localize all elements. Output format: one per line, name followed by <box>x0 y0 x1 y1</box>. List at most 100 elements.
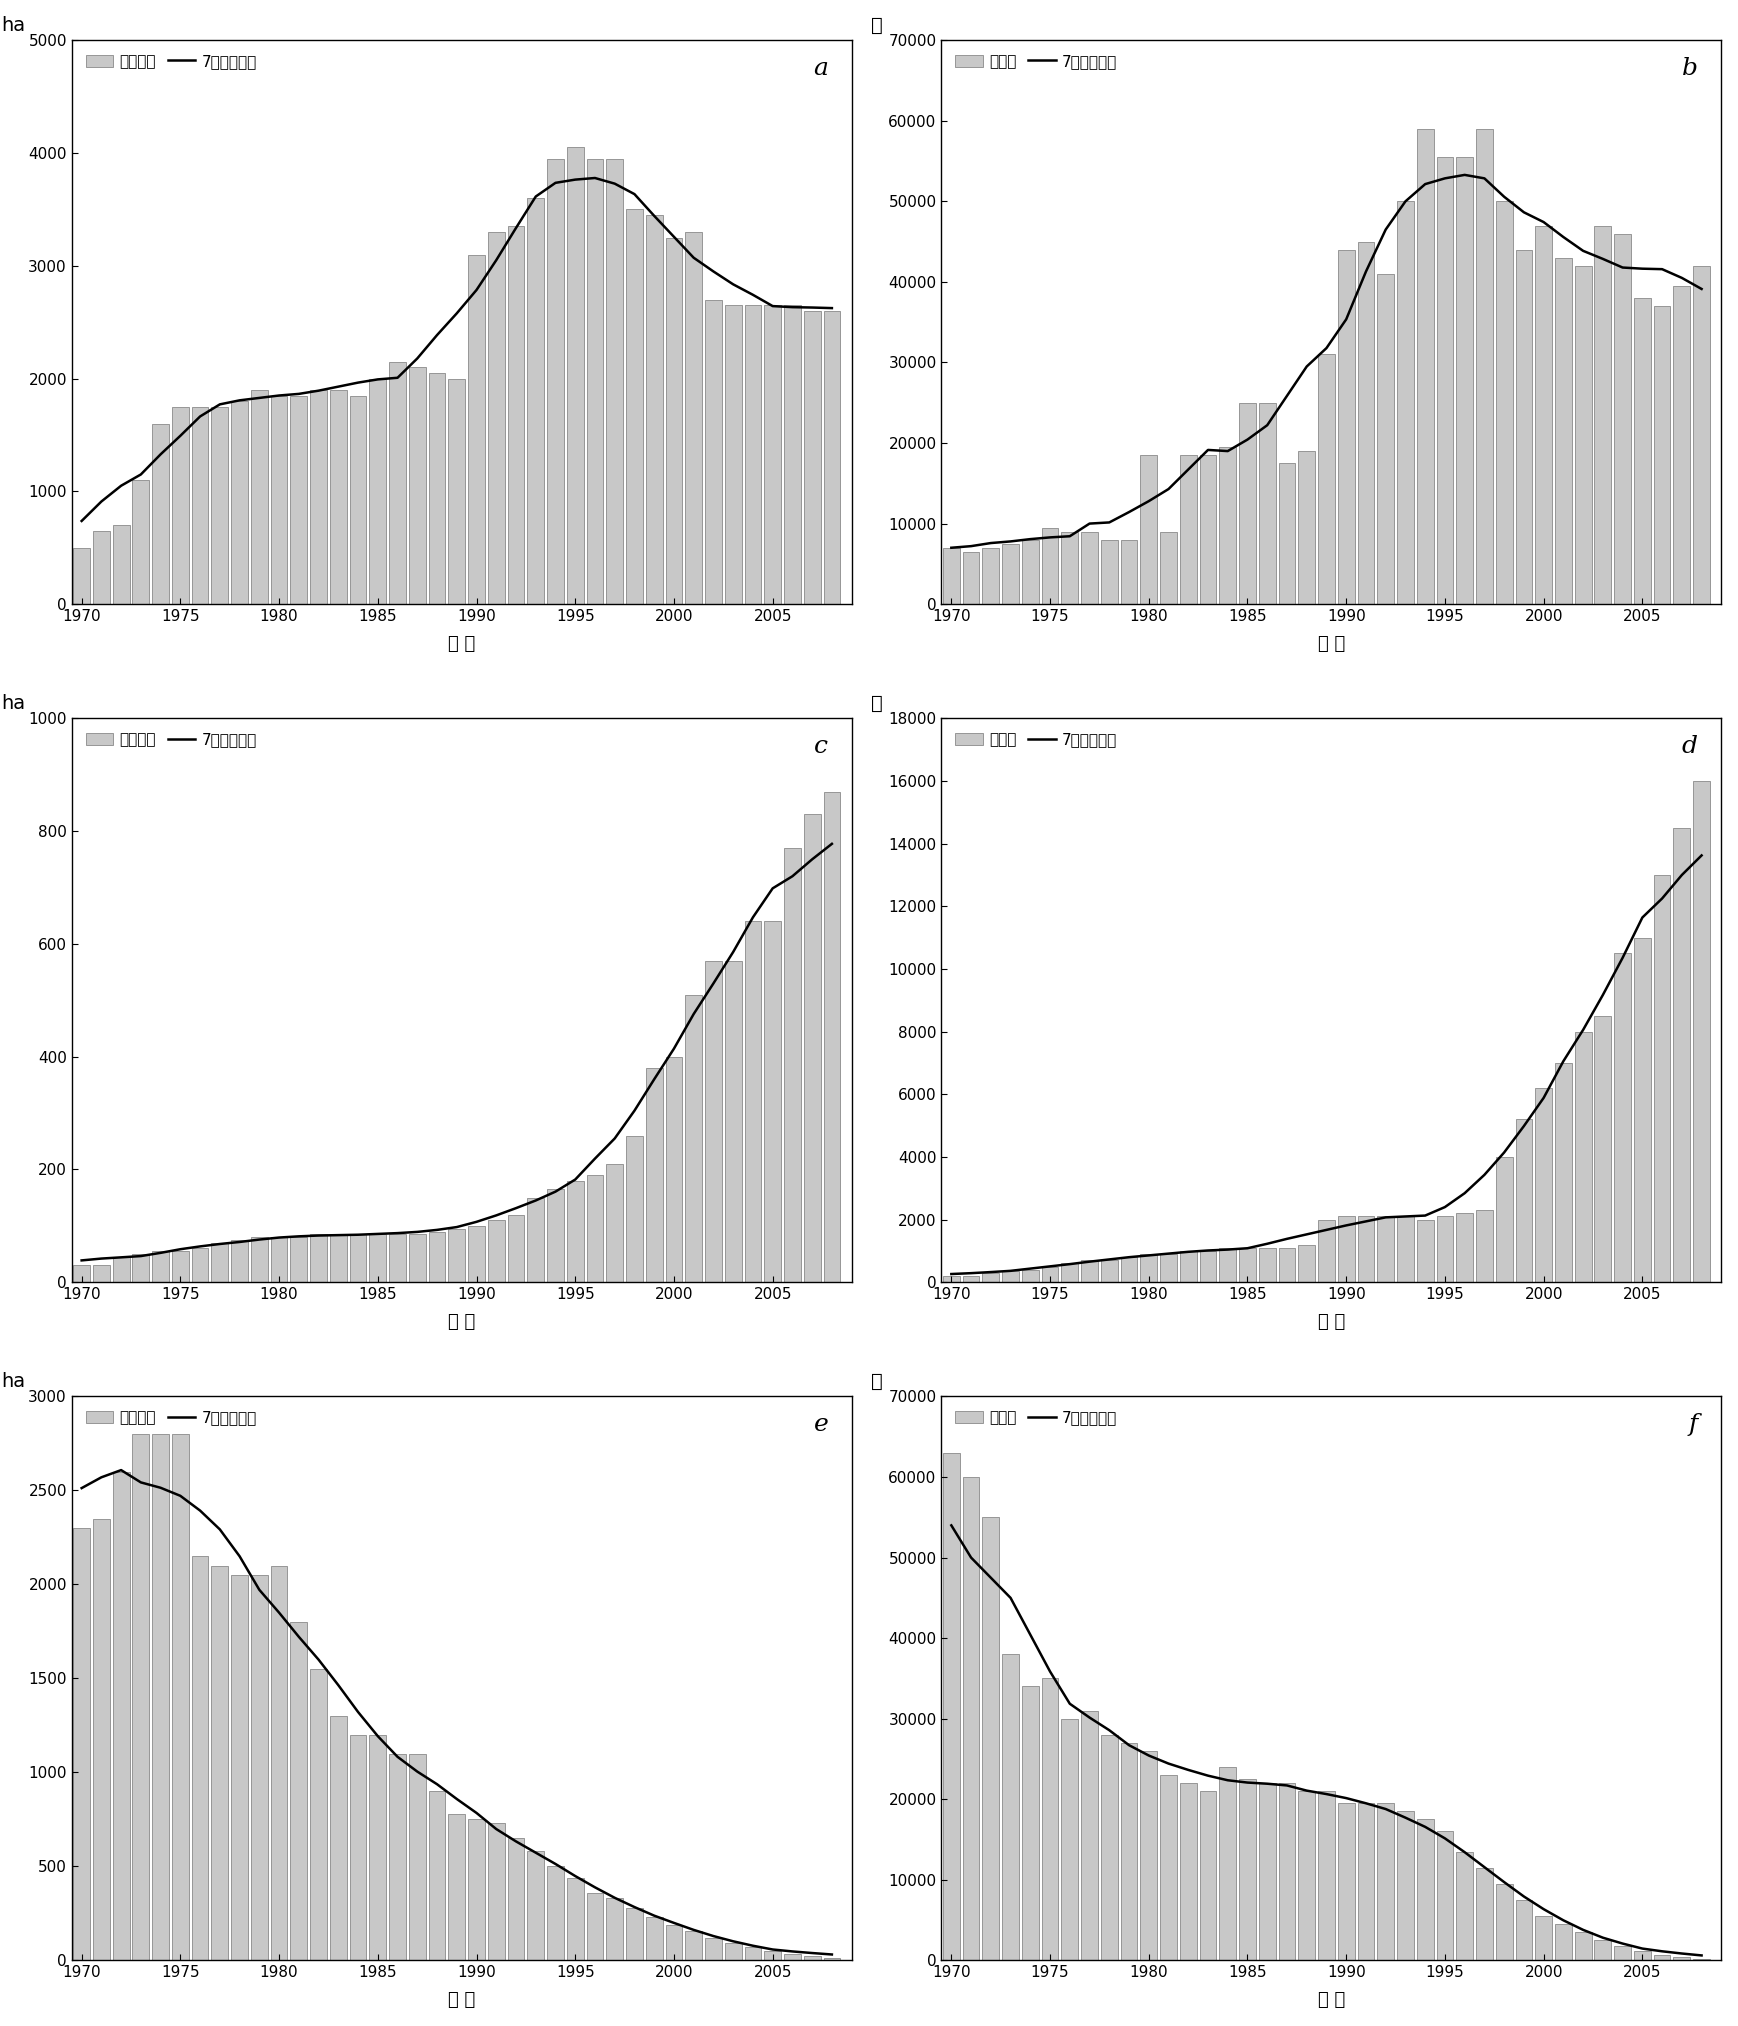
Bar <box>607 1898 624 1961</box>
Bar <box>1594 1941 1611 1961</box>
Bar <box>370 1734 386 1961</box>
Bar <box>389 1234 407 1282</box>
Bar <box>982 547 999 604</box>
Bar <box>626 1908 643 1961</box>
Bar <box>1041 527 1058 604</box>
Bar <box>1674 286 1691 604</box>
Legend: 재배면적, 7년이동평균: 재배면적, 7년이동평균 <box>80 49 262 75</box>
Bar <box>1317 1220 1335 1282</box>
Bar <box>271 1566 287 1961</box>
Bar <box>1476 130 1493 604</box>
Bar <box>429 1232 445 1282</box>
Bar <box>1140 1750 1158 1961</box>
Bar <box>309 1669 327 1961</box>
Bar <box>1180 1250 1197 1282</box>
Bar <box>1258 403 1276 604</box>
Bar <box>1655 875 1670 1282</box>
Bar <box>290 395 308 604</box>
Bar <box>1556 1064 1571 1282</box>
Bar <box>1575 1031 1592 1282</box>
Bar <box>389 1755 407 1961</box>
Text: ha: ha <box>2 16 26 34</box>
Bar <box>1081 531 1098 604</box>
Bar <box>1100 1260 1118 1282</box>
Bar <box>1357 1803 1375 1961</box>
Bar <box>250 1238 268 1282</box>
Bar <box>73 547 90 604</box>
Bar <box>706 1937 721 1961</box>
Bar <box>1239 403 1257 604</box>
Text: b: b <box>1682 57 1698 81</box>
Bar <box>1476 1868 1493 1961</box>
Bar <box>1338 1803 1354 1961</box>
X-axis label: 연 도: 연 도 <box>448 1992 474 2010</box>
X-axis label: 연 도: 연 도 <box>448 1313 474 1331</box>
Bar <box>1161 1775 1177 1961</box>
Bar <box>408 1234 426 1282</box>
Bar <box>1416 130 1434 604</box>
Text: e: e <box>813 1414 829 1436</box>
Bar <box>1397 1811 1413 1961</box>
Bar <box>725 1943 742 1961</box>
Bar <box>765 1951 780 1961</box>
Bar <box>1180 456 1197 604</box>
X-axis label: 연 도: 연 도 <box>448 634 474 652</box>
Bar <box>1535 1917 1552 1961</box>
Bar <box>448 1813 466 1961</box>
Bar <box>803 310 820 604</box>
Bar <box>1258 1248 1276 1282</box>
Bar <box>1655 306 1670 604</box>
Bar <box>1516 1118 1533 1282</box>
Bar <box>1298 1244 1316 1282</box>
Bar <box>1180 1783 1197 1961</box>
Bar <box>1397 201 1413 604</box>
Bar <box>1376 274 1394 604</box>
Bar <box>212 1242 228 1282</box>
Bar <box>626 1137 643 1282</box>
Bar <box>1100 539 1118 604</box>
Bar <box>1693 265 1710 604</box>
Bar <box>1062 531 1078 604</box>
Bar <box>784 849 801 1282</box>
Bar <box>963 1477 980 1961</box>
Bar <box>1022 1686 1039 1961</box>
Bar <box>429 373 445 604</box>
Bar <box>1496 1157 1512 1282</box>
Bar <box>1575 265 1592 604</box>
Bar <box>1496 201 1512 604</box>
Bar <box>706 300 721 604</box>
Bar <box>685 1931 702 1961</box>
Bar <box>94 1266 109 1282</box>
Bar <box>587 158 603 604</box>
Bar <box>448 1228 466 1282</box>
Text: 톤: 톤 <box>871 693 883 713</box>
Bar <box>94 531 109 604</box>
Bar <box>1456 158 1474 604</box>
Bar <box>349 1734 367 1961</box>
X-axis label: 연 도: 연 도 <box>1317 1992 1345 2010</box>
Bar <box>1456 1852 1474 1961</box>
Bar <box>567 148 584 604</box>
Bar <box>1239 1779 1257 1961</box>
Bar <box>784 306 801 604</box>
Bar <box>1220 1248 1236 1282</box>
Bar <box>824 310 839 604</box>
Bar <box>1317 1791 1335 1961</box>
Text: c: c <box>813 735 829 758</box>
Bar <box>1693 780 1710 1282</box>
Bar <box>271 395 287 604</box>
Bar <box>963 551 980 604</box>
Bar <box>370 1234 386 1282</box>
Bar <box>1615 1945 1630 1961</box>
Legend: 생산량, 7년이동평균: 생산량, 7년이동평균 <box>949 725 1123 754</box>
Bar <box>1556 257 1571 604</box>
Bar <box>1199 456 1217 604</box>
Bar <box>172 1252 189 1282</box>
Bar <box>1161 1254 1177 1282</box>
Bar <box>132 1254 149 1282</box>
Bar <box>1674 1957 1691 1961</box>
Bar <box>706 960 721 1282</box>
Bar <box>1199 1250 1217 1282</box>
Bar <box>803 1955 820 1961</box>
Bar <box>290 1238 308 1282</box>
